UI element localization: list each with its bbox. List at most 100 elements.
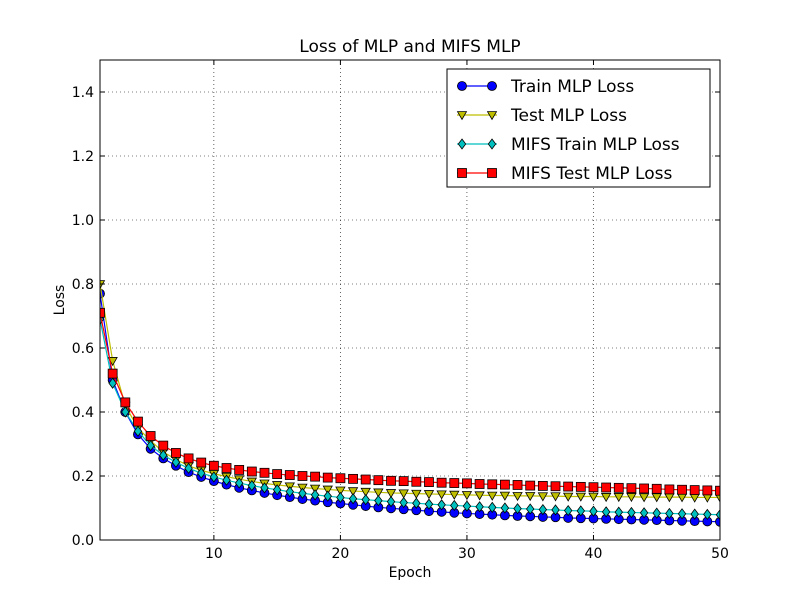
data-point <box>689 485 700 495</box>
legend-marker <box>457 168 467 178</box>
legend-item: Test MLP Loss <box>456 106 627 126</box>
data-point <box>412 497 421 509</box>
data-point <box>297 471 308 481</box>
data-point <box>411 489 422 499</box>
data-point <box>120 397 131 408</box>
data-point <box>259 467 270 478</box>
chart-title: Loss of MLP and MIFS MLP <box>299 37 520 57</box>
data-point <box>347 487 359 497</box>
y-tick-label: 1.0 <box>72 213 94 229</box>
y-axis-label: Loss <box>52 285 68 316</box>
data-point <box>626 483 637 494</box>
x-tick-label: 30 <box>458 546 476 562</box>
data-point <box>576 505 586 517</box>
y-tick-label: 1.4 <box>72 85 94 101</box>
data-point <box>309 484 321 494</box>
data-point <box>487 479 498 490</box>
data-point <box>100 280 106 290</box>
x-tick-label: 20 <box>331 546 349 562</box>
series-layer <box>100 280 720 527</box>
y-tick-label: 0.8 <box>72 277 94 293</box>
data-point <box>272 484 282 496</box>
legend-marker <box>486 111 498 121</box>
legend-item: Train MLP Loss <box>457 77 634 97</box>
data-point <box>474 491 485 501</box>
data-point <box>322 472 333 483</box>
data-point <box>221 463 232 473</box>
y-tick-label: 0.4 <box>72 405 94 421</box>
legend-marker <box>487 81 497 91</box>
data-point <box>197 467 206 479</box>
data-point <box>589 505 598 517</box>
data-point <box>348 473 358 484</box>
data-point <box>373 475 384 486</box>
data-point <box>246 466 257 477</box>
x-tick-label: 40 <box>585 546 603 562</box>
data-point <box>638 493 650 503</box>
data-point <box>310 489 320 501</box>
data-point <box>538 503 548 516</box>
data-point <box>562 492 574 502</box>
data-point <box>639 507 649 519</box>
data-point <box>551 504 560 516</box>
data-point <box>563 481 574 492</box>
y-tick-label: 0.0 <box>72 533 94 549</box>
data-point <box>145 431 156 441</box>
legend-label: MIFS Train MLP Loss <box>511 135 680 155</box>
data-point <box>208 460 219 471</box>
data-point <box>461 491 473 501</box>
x-tick-label: 10 <box>205 546 223 562</box>
data-point <box>575 492 587 502</box>
data-point <box>196 457 207 468</box>
data-point <box>247 479 257 492</box>
data-point <box>525 480 536 491</box>
data-point <box>601 482 612 493</box>
data-point <box>436 477 447 488</box>
data-point <box>234 477 244 489</box>
data-point <box>450 499 459 512</box>
data-point <box>588 492 599 502</box>
legend-marker <box>456 111 468 121</box>
legend-item: MIFS Train MLP Loss <box>457 135 680 155</box>
data-point <box>488 501 497 513</box>
data-point <box>272 469 283 479</box>
data-point <box>373 488 384 498</box>
data-point <box>690 508 699 520</box>
data-point <box>222 474 231 486</box>
legend-marker <box>457 81 467 91</box>
data-point <box>424 498 434 510</box>
y-tick-label: 0.6 <box>72 341 94 357</box>
data-point <box>513 503 522 515</box>
data-point <box>108 377 117 389</box>
data-point <box>423 490 435 500</box>
data-point <box>285 486 295 498</box>
data-point <box>639 483 649 494</box>
data-point <box>322 485 333 495</box>
data-point <box>385 489 397 499</box>
data-point <box>209 471 219 483</box>
data-point <box>323 490 332 502</box>
data-point <box>462 478 472 489</box>
data-point <box>714 493 720 503</box>
data-point <box>600 493 612 503</box>
data-point <box>474 479 485 489</box>
data-point <box>715 509 720 521</box>
data-point <box>310 471 321 482</box>
data-point <box>652 507 661 519</box>
data-point <box>499 479 510 490</box>
data-point <box>500 502 510 514</box>
legend-marker <box>457 138 467 150</box>
legend-marker <box>487 138 497 150</box>
data-point <box>336 491 345 504</box>
data-point <box>361 494 370 506</box>
data-point <box>512 492 523 502</box>
legend-marker <box>487 168 497 178</box>
plot-border <box>99 59 721 541</box>
data-point <box>487 491 498 501</box>
data-point <box>133 425 143 437</box>
data-point <box>234 465 245 475</box>
legend-label: Test MLP Loss <box>510 106 627 126</box>
data-point <box>702 485 713 496</box>
data-point <box>133 416 143 427</box>
data-point <box>386 495 396 508</box>
